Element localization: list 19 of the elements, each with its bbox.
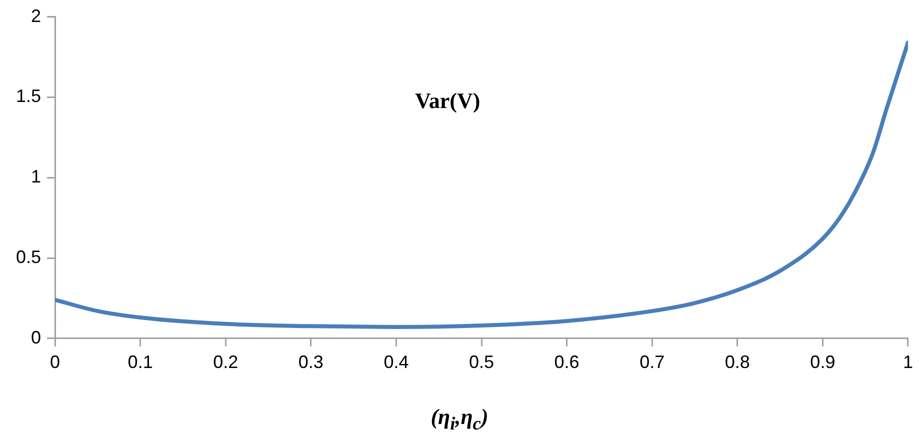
y-tick-label: 0 — [31, 327, 42, 348]
y-tick-label: 0.5 — [16, 246, 42, 267]
line-series — [55, 40, 908, 329]
y-tick-label: 1.5 — [16, 86, 42, 106]
x-tick-label: 0.6 — [554, 352, 580, 372]
x-tick-label: 0.2 — [213, 352, 238, 372]
x-tick-label: 0.5 — [468, 352, 494, 372]
annotation: Var(V) — [415, 88, 480, 114]
y-tick-label: 2 — [31, 6, 42, 26]
x-tick-label: 1 — [902, 352, 913, 372]
x-tick-label: 0.3 — [298, 352, 324, 372]
y-tick-label: 1 — [31, 166, 42, 187]
x-tick-label: 0.9 — [810, 352, 836, 372]
x-tick-label: 0.4 — [384, 352, 409, 372]
x-tick-label: 0.7 — [640, 352, 665, 372]
x-tick-label: 0 — [50, 352, 60, 372]
x-tick-label: 0.1 — [128, 352, 153, 372]
x-tick-label: 0.8 — [724, 352, 750, 372]
x-axis-title: (η$_{i}$,η$_{c}$) — [430, 404, 490, 434]
